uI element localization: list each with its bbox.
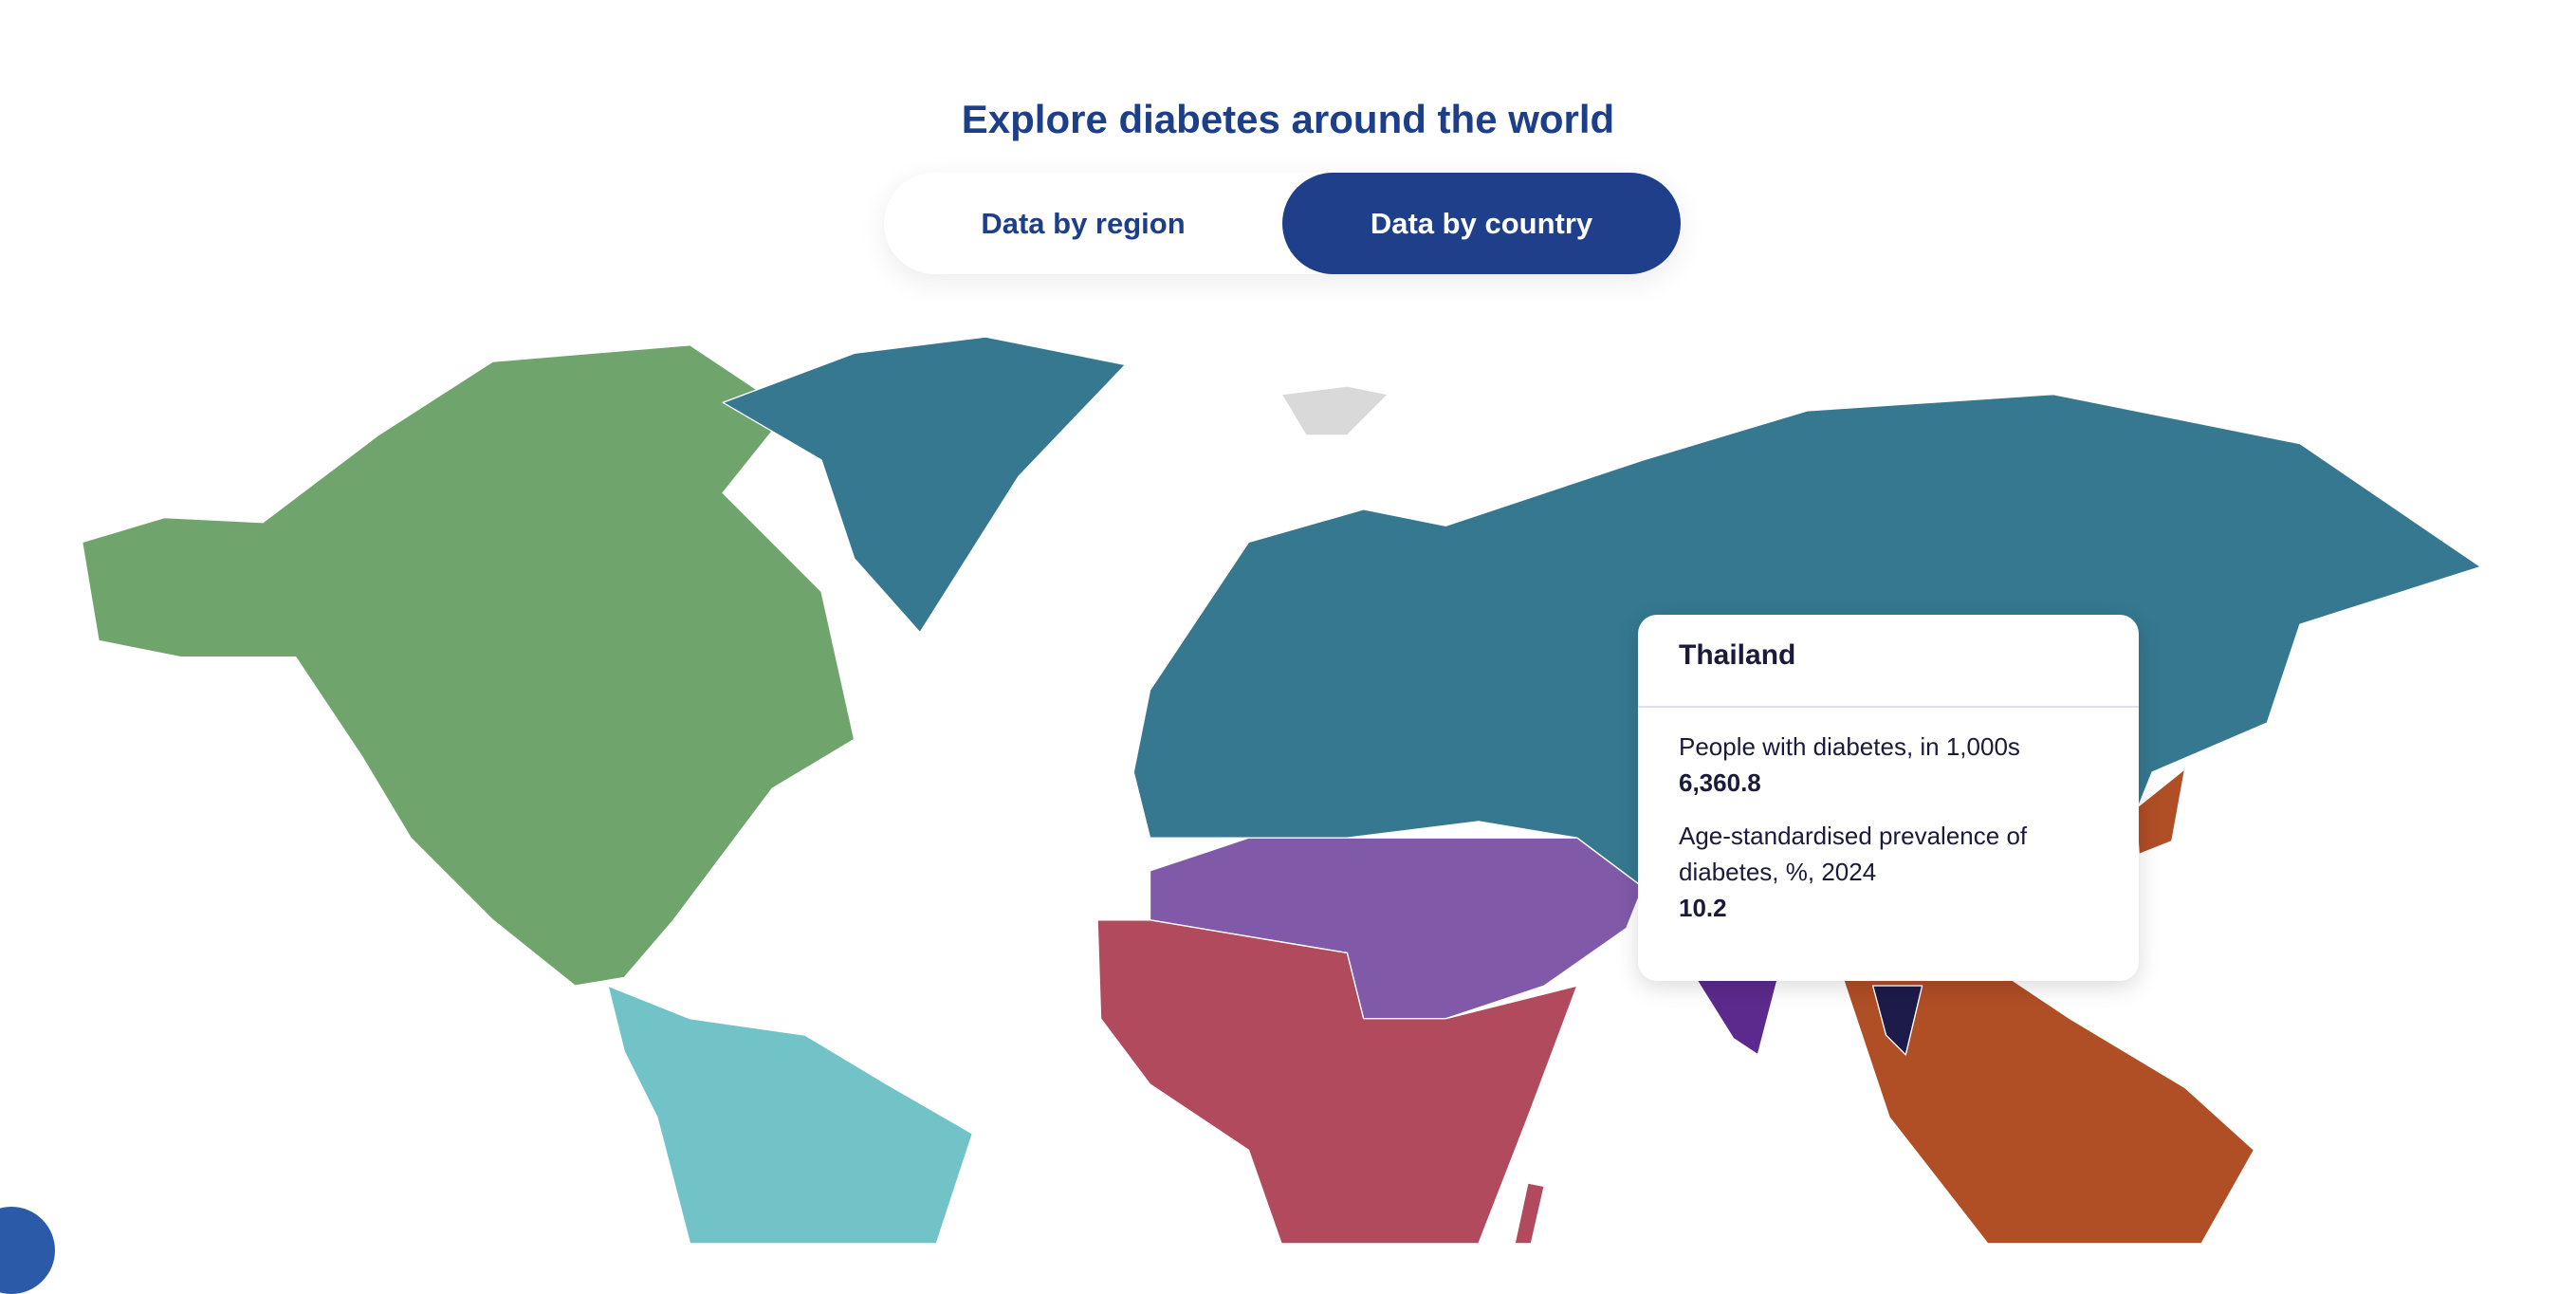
region-south-america[interactable] — [607, 985, 974, 1244]
tooltip-metric-label: Age-standardised prevalence of diabetes,… — [1679, 822, 2028, 886]
tooltip-metric-value: 10.2 — [1679, 894, 1727, 922]
region-greenland[interactable] — [722, 336, 1127, 634]
data-view-toggle: Data by region Data by country — [884, 173, 1681, 274]
section-title: Explore diabetes around the world — [961, 97, 1615, 141]
tooltip-country-name: Thailand — [1638, 615, 2139, 708]
region-north-america[interactable] — [81, 343, 856, 987]
region-india[interactable] — [1691, 971, 1778, 1056]
region-svalbard[interactable] — [1280, 385, 1389, 436]
region-madagascar[interactable] — [1514, 1182, 1545, 1244]
country-thailand[interactable] — [1871, 985, 1923, 1056]
tooltip-metric-prevalence: Age-standardised prevalence of diabetes,… — [1679, 818, 2098, 926]
tooltip-metric-value: 6,360.8 — [1679, 768, 1761, 797]
region-africa[interactable] — [1096, 919, 1578, 1244]
world-map[interactable] — [0, 0, 2576, 1244]
country-tooltip: Thailand People with diabetes, in 1,000s… — [1638, 615, 2139, 981]
tooltip-metric-people: People with diabetes, in 1,000s 6,360.8 — [1679, 729, 2098, 801]
data-by-region-button[interactable]: Data by region — [981, 206, 1186, 240]
data-by-country-button[interactable]: Data by country — [1282, 173, 1681, 274]
tooltip-metric-label: People with diabetes, in 1,000s — [1679, 732, 2020, 761]
